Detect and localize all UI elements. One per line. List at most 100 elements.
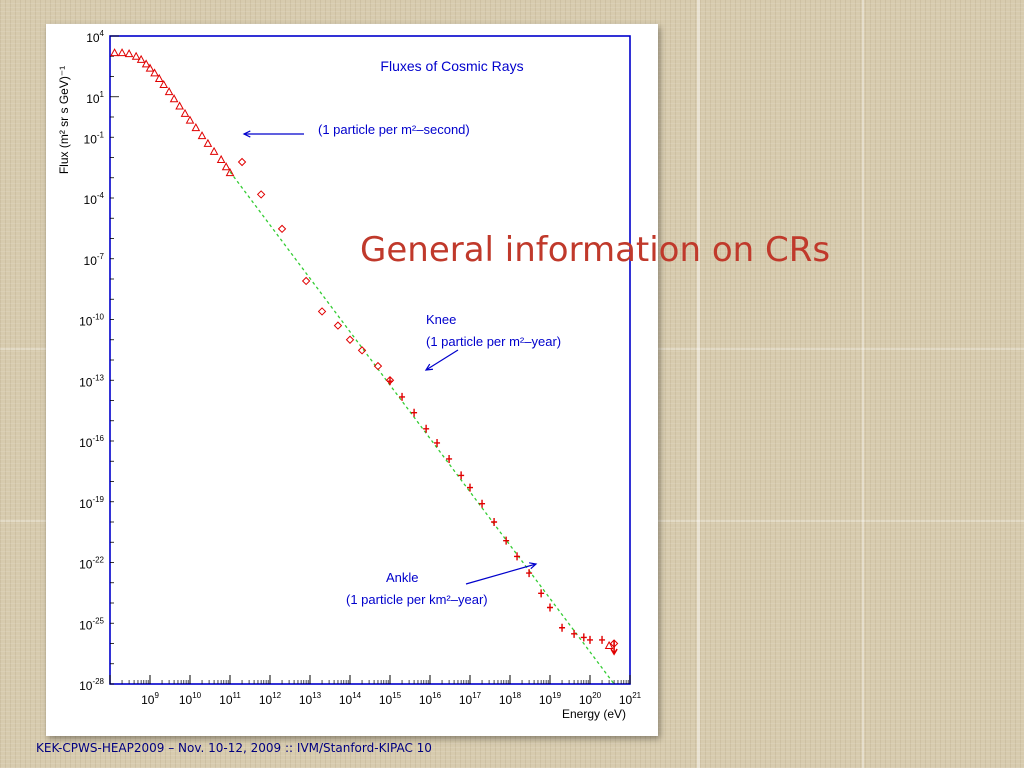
x-axis-label: Energy (eV) (562, 707, 626, 721)
annotation-sublabel: (1 particle per m²–year) (426, 334, 561, 349)
fit-line (229, 171, 615, 685)
triangle-point (225, 168, 235, 177)
triangle-point (203, 138, 213, 147)
x-tick-label: 1011 (219, 691, 241, 707)
annotation-arrowhead (529, 562, 538, 570)
x-tick-label: 109 (141, 691, 159, 707)
x-tick-label: 1012 (259, 691, 282, 707)
cross-point (514, 552, 521, 561)
y-tick-label: 10-10 (79, 313, 104, 329)
cross-point (571, 629, 578, 638)
x-tick-label: 1020 (579, 691, 602, 707)
slide-footer: KEK-CPWS-HEAP2009 – Nov. 10-12, 2009 :: … (36, 741, 432, 755)
y-tick-label: 101 (86, 90, 104, 106)
x-tick-label: 1018 (499, 691, 522, 707)
cross-point (458, 471, 465, 480)
cross-point (434, 438, 441, 447)
triangle-point (175, 101, 184, 110)
triangle-point (169, 94, 179, 103)
triangle-point (110, 48, 119, 57)
cross-point (580, 633, 587, 642)
y-tick-label: 10-13 (79, 373, 104, 389)
triangle-point (197, 131, 207, 140)
cross-point (423, 424, 430, 433)
slide-title: General information on CRs (360, 230, 831, 270)
triangle-point (136, 54, 146, 63)
x-tick-label: 1010 (179, 691, 202, 707)
triangle-point (124, 49, 134, 58)
cross-point (411, 408, 418, 417)
y-tick-label: 10-7 (84, 252, 105, 268)
diamond-point (256, 190, 266, 199)
diamond-point (345, 335, 355, 344)
annotation-label: Knee (426, 312, 456, 327)
triangle-point (145, 63, 155, 72)
annotation-arrowhead (424, 363, 434, 371)
x-tick-label: 1019 (539, 691, 562, 707)
triangle-point (604, 640, 614, 649)
triangle-point (159, 80, 169, 89)
y-tick-label: 10-22 (79, 556, 104, 572)
annotation-arrowhead (242, 130, 251, 138)
y-axis-label: Flux (m² sr s GeV)⁻¹ (57, 66, 71, 174)
triangle-point (154, 73, 164, 82)
triangle-point (221, 162, 231, 171)
cross-point (547, 603, 553, 612)
cosmic-ray-flux-chart: Fluxes of Cosmic Rays Energy (eV) (1 par… (57, 29, 642, 721)
x-tick-label: 1013 (299, 691, 322, 707)
x-tick-label: 1021 (619, 691, 642, 707)
diamond-point (333, 321, 343, 330)
cross-point (387, 377, 393, 386)
diamond-point (357, 346, 367, 355)
x-tick-label: 1014 (339, 691, 362, 707)
y-tick-label: 10-28 (79, 677, 104, 693)
triangle-point (131, 51, 141, 60)
cross-point (491, 518, 498, 526)
y-tick-label: 10-4 (84, 191, 105, 207)
fit-line-layer (229, 171, 615, 685)
triangle-point (216, 154, 226, 163)
cross-point (399, 392, 406, 401)
chart-title: Fluxes of Cosmic Rays (380, 58, 523, 74)
cross-point (538, 589, 545, 598)
triangle-point (141, 59, 151, 68)
cross-point (446, 454, 453, 463)
annotation-arrow (465, 563, 537, 585)
diamond-point (237, 157, 247, 167)
diamond-point (317, 307, 327, 316)
annotation-label: Ankle (386, 570, 419, 585)
diamond-point (301, 276, 311, 286)
triangle-point (150, 68, 159, 77)
cross-point (559, 623, 566, 632)
diamond-point (277, 224, 287, 234)
cross-point (467, 483, 473, 492)
annotation-label: (1 particle per m²–second) (318, 122, 470, 137)
triangle-point (185, 115, 195, 124)
upper-limit-point (610, 640, 618, 656)
annotations-layer: (1 particle per m²–second) Knee (1 particl… (242, 122, 561, 607)
cross-point (526, 569, 533, 578)
annotation-arrow (425, 349, 459, 371)
annotation-sublabel: (1 particle per km²–year) (346, 592, 488, 607)
triangle-point (191, 123, 201, 132)
triangle-point (164, 87, 174, 96)
x-tick-label: 1015 (379, 691, 402, 707)
y-tick-label: 10-19 (79, 495, 104, 511)
y-tick-label: 10-16 (79, 434, 104, 450)
data-points-layer (110, 48, 619, 656)
cross-point (599, 635, 606, 644)
axis-ticks-layer: 109 1010 1011 1012 1013 1014 1015 1016 1017 1018 1… (79, 29, 642, 707)
cross-point (479, 499, 486, 508)
triangle-point (180, 108, 190, 117)
y-tick-label: 104 (86, 29, 104, 45)
cross-point (587, 635, 593, 644)
triangle-point (117, 48, 127, 57)
y-tick-label: 10-1 (84, 130, 105, 146)
cross-point (503, 536, 510, 545)
x-tick-label: 1016 (419, 691, 442, 707)
diamond-point (373, 361, 383, 371)
cosmic-ray-flux-figure: Fluxes of Cosmic Rays Energy (eV) (1 par… (46, 24, 658, 736)
y-tick-label: 10-25 (79, 616, 104, 632)
triangle-point (209, 146, 219, 155)
x-tick-label: 1017 (459, 691, 482, 707)
